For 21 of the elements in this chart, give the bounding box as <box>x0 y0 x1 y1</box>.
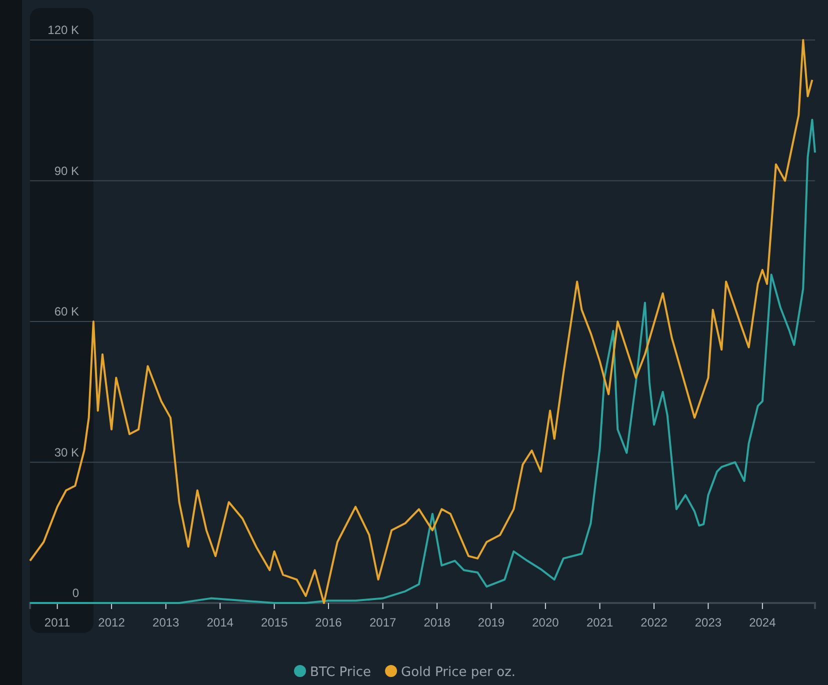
x-tick-label: 2017 <box>369 615 397 630</box>
x-tick-label: 2020 <box>532 615 560 630</box>
x-tick-label: 2015 <box>260 615 288 630</box>
y-tick-label: 60 K <box>54 304 79 318</box>
legend-label: BTC Price <box>310 665 372 680</box>
x-tick-label: 2019 <box>478 615 505 630</box>
y-tick-label: 30 K <box>54 445 79 460</box>
x-tick-label: 2024 <box>749 615 776 630</box>
x-tick-label: 2018 <box>424 615 451 630</box>
x-tick-label: 2011 <box>44 615 71 630</box>
y-tick-label: 90 K <box>54 164 79 178</box>
x-tick-label: 2014 <box>206 615 234 630</box>
x-tick-label: 2023 <box>694 615 722 630</box>
x-tick-label: 2021 <box>586 615 614 630</box>
x-tick-label: 2013 <box>152 615 180 630</box>
y-tick-label: 120 K <box>48 23 79 37</box>
x-tick-label: 2022 <box>640 615 668 630</box>
legend-label: Gold Price per oz. <box>401 665 516 680</box>
x-tick-label: 2016 <box>315 615 342 630</box>
x-tick-label: 2012 <box>98 615 126 630</box>
y-tick-label: 0 <box>72 586 80 600</box>
